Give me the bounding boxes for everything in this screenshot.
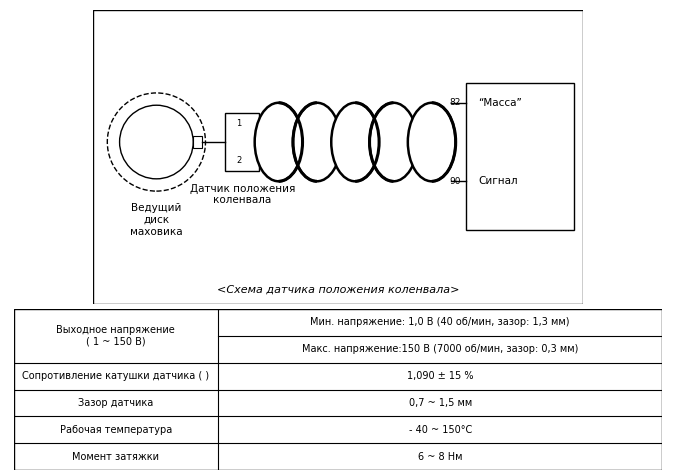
Text: Выходное напряжение
( 1 ~ 150 В): Выходное напряжение ( 1 ~ 150 В) (56, 325, 175, 346)
Bar (193, 136, 202, 148)
Text: Макс. напряжение:150 В (7000 об/мин, зазор: 0,3 мм): Макс. напряжение:150 В (7000 об/мин, заз… (302, 344, 579, 354)
Text: 1: 1 (236, 119, 241, 128)
Ellipse shape (331, 103, 379, 181)
Text: “Масса”: “Масса” (479, 98, 523, 108)
Text: 0,7 ~ 1,5 мм: 0,7 ~ 1,5 мм (408, 398, 472, 408)
Text: Сопротивление катушки датчика ( ): Сопротивление катушки датчика ( ) (22, 371, 210, 381)
Ellipse shape (293, 103, 341, 181)
Bar (466, 83, 574, 230)
Ellipse shape (408, 103, 456, 181)
Text: Сигнал: Сигнал (479, 176, 518, 186)
Text: 2: 2 (236, 156, 241, 165)
Ellipse shape (255, 103, 303, 181)
Text: 82: 82 (450, 98, 461, 107)
Text: 90: 90 (450, 177, 461, 186)
Text: - 40 ~ 150°C: - 40 ~ 150°C (408, 425, 472, 435)
Bar (225, 113, 260, 171)
Text: Зазор датчика: Зазор датчика (78, 398, 153, 408)
Text: Момент затяжки: Момент затяжки (72, 452, 160, 462)
Text: <Схема датчика положения коленвала>: <Схема датчика положения коленвала> (217, 284, 459, 294)
Text: Рабочая температура: Рабочая температура (59, 425, 172, 435)
Ellipse shape (370, 103, 417, 181)
Text: 6 ~ 8 Нм: 6 ~ 8 Нм (418, 452, 462, 462)
Text: Датчик положения
коленвала: Датчик положения коленвала (189, 184, 295, 205)
Text: Мин. напряжение: 1,0 В (40 об/мин, зазор: 1,3 мм): Мин. напряжение: 1,0 В (40 об/мин, зазор… (310, 317, 570, 327)
Text: Ведущий
диск
маховика: Ведущий диск маховика (130, 203, 183, 237)
Text: 1,090 ± 15 %: 1,090 ± 15 % (407, 371, 473, 381)
